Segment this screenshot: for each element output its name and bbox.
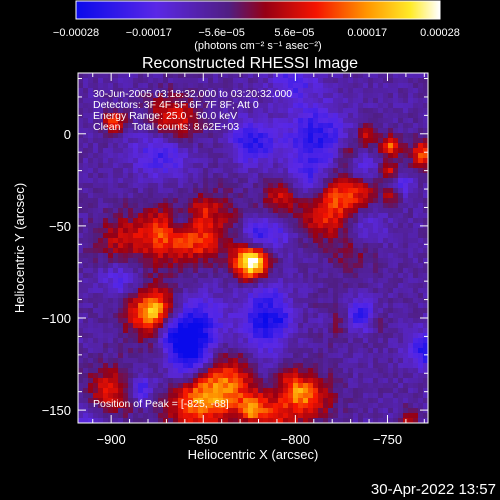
y-tick-label: 0 <box>64 127 71 142</box>
heatmap-image <box>78 73 428 423</box>
colorbar-tick-label: 5.6e−05 <box>274 27 314 39</box>
chart-title: Reconstructed RHESSI Image <box>142 55 358 72</box>
colorbar-tick-label: −0.00017 <box>126 27 172 39</box>
x-axis-label: Heliocentric X (arcsec) <box>188 447 319 462</box>
x-tick-label: −800 <box>281 432 310 447</box>
x-tick-label: −750 <box>373 432 402 447</box>
y-axis-label: Heliocentric Y (arcsec) <box>12 183 27 313</box>
colorbar-tick-label: 0.00028 <box>420 27 460 39</box>
colorbar-tick-label: 0.00017 <box>347 27 387 39</box>
y-tick-label: −100 <box>42 311 71 326</box>
peak-position-label: Position of Peak = [-825, -68] <box>93 398 229 410</box>
x-tick-label: −850 <box>189 432 218 447</box>
annotation-detectors: Detectors: 3F 4F 5F 6F 7F 8F; Att 0 <box>93 99 259 111</box>
footer-timestamp: 30-Apr-2022 13:57 <box>370 481 496 498</box>
annotation-energy: Energy Range: 25.0 - 50.0 keV <box>93 110 237 122</box>
annotation-time: 30-Jun-2005 03:18:32.000 to 03:20:32.000 <box>93 88 292 100</box>
y-tick-label: −50 <box>49 219 71 234</box>
colorbar-tick-label: −0.00028 <box>53 27 99 39</box>
colorbar-ticks: −0.00028 −0.00017 −5.6e−05 5.6e−05 0.00017 0.… <box>53 27 460 39</box>
colorbar-frame <box>75 0 441 20</box>
plot-frame <box>77 72 429 424</box>
axis-ticks: −900 −850 −800 −750 0 −50 −100 −150 <box>42 73 428 447</box>
colorbar-tick-label: −5.6e−05 <box>198 27 245 39</box>
y-tick-label: −150 <box>42 403 71 418</box>
annotation-clean: Clean Total counts: 8.62E+03 <box>93 121 239 133</box>
colorbar <box>76 1 440 19</box>
x-tick-label: −900 <box>97 432 126 447</box>
colorbar-label: (photons cm⁻² s⁻¹ asec⁻²) <box>194 40 321 52</box>
